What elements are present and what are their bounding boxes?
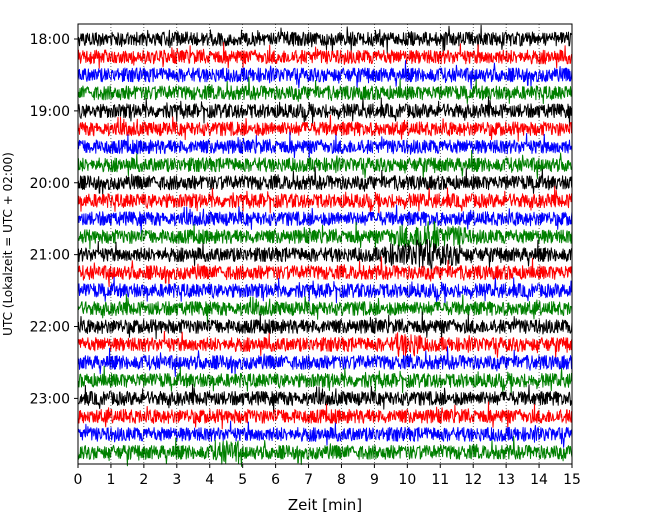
x-tick-label: 1 xyxy=(106,472,115,488)
x-tick-label: 15 xyxy=(563,472,581,488)
y-tick-label: 21:00 xyxy=(30,248,70,264)
trace-2200 xyxy=(77,311,573,340)
x-tick-label: 0 xyxy=(74,472,83,488)
trace-2100 xyxy=(77,238,573,271)
y-tick-label: 19:00 xyxy=(30,104,70,120)
y-axis-ticks: 18:00 19:00 20:00 21:00 22:00 23:00 xyxy=(30,32,78,407)
trace-2000 xyxy=(77,166,573,196)
trace-2245 xyxy=(77,365,573,394)
trace-2315 xyxy=(77,401,573,430)
trace-1830 xyxy=(77,60,573,90)
x-tick-label: 14 xyxy=(530,472,548,488)
y-tick-label: 20:00 xyxy=(30,176,70,192)
trace-1800 xyxy=(77,24,572,54)
x-tick-label: 6 xyxy=(271,472,280,488)
trace-1945 xyxy=(77,150,573,180)
y-tick-label: 18:00 xyxy=(30,32,70,48)
trace-2045 xyxy=(77,221,573,253)
x-tick-label: 4 xyxy=(205,472,214,488)
trace-2145 xyxy=(77,293,573,325)
y-axis-label: UTC (Lokalzeit = UTC + 02:00) xyxy=(1,152,15,336)
x-tick-label: 8 xyxy=(337,472,346,488)
x-tick-label: 3 xyxy=(172,472,181,488)
y-tick-label: 22:00 xyxy=(30,320,70,336)
trace-1845 xyxy=(77,76,573,105)
trace-1815 xyxy=(77,42,573,70)
trace-1930 xyxy=(77,131,573,160)
x-tick-label: 9 xyxy=(370,472,379,488)
y-tick-label: 23:00 xyxy=(30,391,70,407)
x-tick-label: 7 xyxy=(304,472,313,488)
x-tick-label: 10 xyxy=(398,472,416,488)
trace-2115 xyxy=(77,256,573,288)
x-tick-label: 13 xyxy=(497,472,515,488)
trace-2330 xyxy=(77,420,573,448)
x-tick-label: 12 xyxy=(464,472,482,488)
grid-lines xyxy=(110,24,540,464)
trace-2230 xyxy=(77,346,572,377)
x-tick-label: 2 xyxy=(139,472,148,488)
x-axis-ticks: 0 1 2 3 4 5 6 7 8 9 10 11 12 13 14 15 xyxy=(74,464,581,488)
plot-frame xyxy=(77,23,573,465)
trace-1915 xyxy=(77,114,573,142)
trace-1900 xyxy=(77,96,573,127)
trace-2300 xyxy=(77,383,573,414)
trace-2345 xyxy=(77,436,573,467)
trace-2030 xyxy=(77,204,573,235)
trace-2130 xyxy=(77,276,573,305)
trace-group xyxy=(77,24,573,467)
x-axis-label: Zeit [min] xyxy=(288,496,362,514)
trace-2215 xyxy=(77,330,573,359)
x-tick-label: 5 xyxy=(238,472,247,488)
x-tick-label: 11 xyxy=(431,472,449,488)
trace-2015 xyxy=(77,186,573,215)
